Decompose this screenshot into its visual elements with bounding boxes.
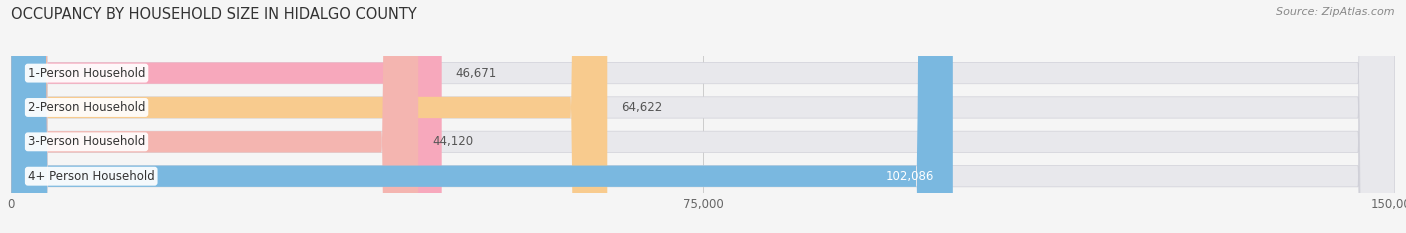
FancyBboxPatch shape [11, 0, 1395, 233]
FancyBboxPatch shape [11, 0, 418, 233]
Text: 46,671: 46,671 [456, 67, 496, 80]
FancyBboxPatch shape [11, 0, 953, 233]
Text: 1-Person Household: 1-Person Household [28, 67, 145, 80]
Text: 102,086: 102,086 [886, 170, 935, 183]
FancyBboxPatch shape [11, 0, 607, 233]
FancyBboxPatch shape [11, 0, 1395, 233]
FancyBboxPatch shape [11, 0, 441, 233]
Text: Source: ZipAtlas.com: Source: ZipAtlas.com [1277, 7, 1395, 17]
Text: 2-Person Household: 2-Person Household [28, 101, 145, 114]
FancyBboxPatch shape [11, 0, 1395, 233]
FancyBboxPatch shape [11, 0, 1395, 233]
Text: 44,120: 44,120 [432, 135, 474, 148]
Text: 4+ Person Household: 4+ Person Household [28, 170, 155, 183]
Text: 3-Person Household: 3-Person Household [28, 135, 145, 148]
Text: OCCUPANCY BY HOUSEHOLD SIZE IN HIDALGO COUNTY: OCCUPANCY BY HOUSEHOLD SIZE IN HIDALGO C… [11, 7, 418, 22]
Text: 64,622: 64,622 [621, 101, 662, 114]
